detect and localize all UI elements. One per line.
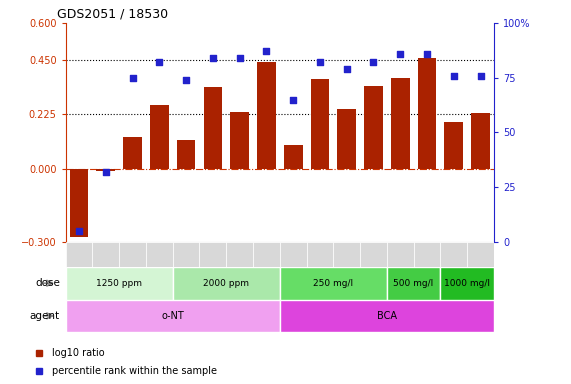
Point — [449, 73, 459, 79]
Bar — [471, 113, 490, 169]
Bar — [444, 122, 463, 169]
Text: agent: agent — [30, 311, 60, 321]
Bar — [280, 300, 494, 332]
Bar — [417, 58, 436, 169]
Bar — [280, 267, 387, 300]
Bar — [333, 242, 360, 267]
Bar — [337, 109, 356, 169]
Bar — [96, 169, 115, 171]
Point — [101, 169, 110, 175]
Bar — [280, 242, 307, 267]
Bar — [226, 242, 253, 267]
Text: 1000 mg/l: 1000 mg/l — [444, 279, 490, 288]
Bar — [391, 78, 409, 169]
Text: 2000 ppm: 2000 ppm — [203, 279, 250, 288]
Bar — [70, 169, 89, 237]
Bar — [307, 242, 333, 267]
Text: dose: dose — [35, 278, 60, 288]
Bar — [123, 137, 142, 169]
Point — [476, 73, 485, 79]
Bar — [364, 86, 383, 169]
Bar — [230, 112, 249, 169]
Bar — [387, 267, 440, 300]
Point — [235, 55, 244, 61]
Point — [423, 51, 432, 57]
Bar — [257, 62, 276, 169]
Bar — [66, 300, 280, 332]
Point — [182, 77, 191, 83]
Point — [369, 60, 378, 66]
Bar — [387, 242, 413, 267]
Text: 1250 ppm: 1250 ppm — [96, 279, 142, 288]
Point — [262, 48, 271, 55]
Bar — [119, 242, 146, 267]
Text: percentile rank within the sample: percentile rank within the sample — [51, 366, 216, 376]
Point — [342, 66, 351, 72]
Bar — [66, 267, 173, 300]
Bar — [146, 242, 173, 267]
Bar — [284, 145, 303, 169]
Text: o-NT: o-NT — [162, 311, 184, 321]
Bar — [360, 242, 387, 267]
Text: BCA: BCA — [377, 311, 397, 321]
Point — [128, 75, 137, 81]
Text: 500 mg/l: 500 mg/l — [393, 279, 434, 288]
Bar — [173, 242, 199, 267]
Point — [208, 55, 218, 61]
Bar — [150, 104, 168, 169]
Bar — [440, 242, 467, 267]
Point — [74, 228, 83, 234]
Bar — [253, 242, 280, 267]
Bar — [173, 267, 280, 300]
Bar — [177, 140, 195, 169]
Bar — [93, 242, 119, 267]
Bar — [66, 242, 93, 267]
Point — [288, 97, 297, 103]
Text: log10 ratio: log10 ratio — [51, 348, 104, 358]
Bar — [440, 267, 494, 300]
Bar — [199, 242, 226, 267]
Point — [155, 60, 164, 66]
Text: 250 mg/l: 250 mg/l — [313, 279, 353, 288]
Bar — [467, 242, 494, 267]
Point — [315, 60, 324, 66]
Bar — [203, 88, 222, 169]
Text: GDS2051 / 18530: GDS2051 / 18530 — [57, 7, 168, 20]
Bar — [311, 79, 329, 169]
Bar — [413, 242, 440, 267]
Point — [396, 51, 405, 57]
